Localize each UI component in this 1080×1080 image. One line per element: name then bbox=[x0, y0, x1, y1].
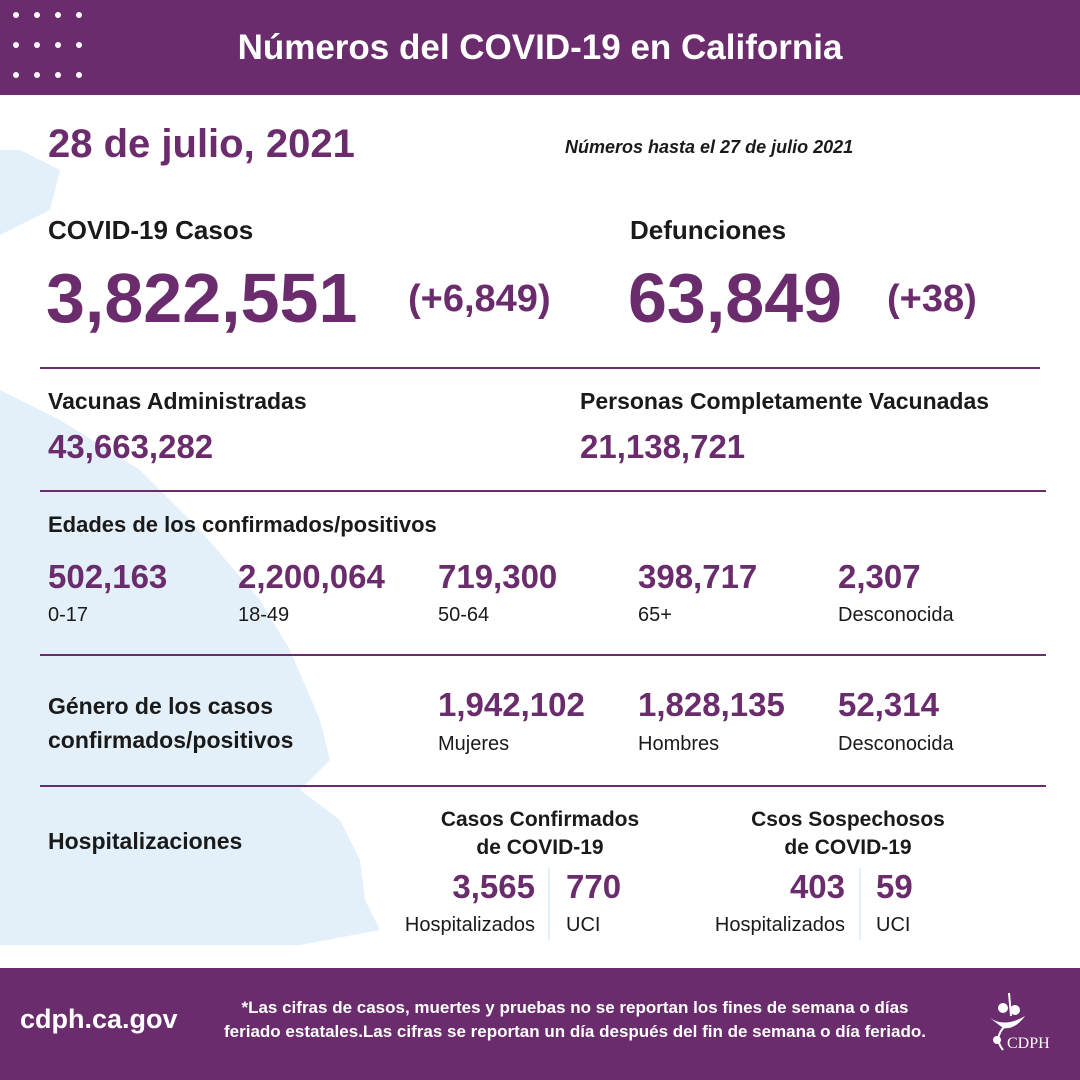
confirmed-icu-value: 770 bbox=[566, 868, 622, 905]
suspected-icu-value: 59 bbox=[876, 868, 913, 905]
fully-vaccinated-label: Personas Completamente Vacunadas bbox=[580, 388, 990, 414]
dot bbox=[55, 72, 61, 78]
gender-label: Desconocida bbox=[838, 733, 954, 755]
dot bbox=[13, 12, 19, 18]
confirmed-icu-label: UCI bbox=[566, 914, 601, 936]
suspected-title-line1: Csos Sospechosos bbox=[751, 808, 945, 831]
divider bbox=[40, 785, 1046, 787]
gender-value: 52,314 bbox=[838, 686, 939, 723]
cdph-logo: CDPH bbox=[990, 992, 1050, 1052]
dot bbox=[76, 42, 82, 48]
age-value: 2,200,064 bbox=[238, 558, 385, 595]
footer-note-line2: feriado estatales.Las cifras se reportan… bbox=[224, 1022, 926, 1041]
footer: cdph.ca.gov *Las cifras de casos, muerte… bbox=[0, 968, 1080, 1080]
deaths-total: 63,849 bbox=[628, 259, 843, 337]
age-value: 398,717 bbox=[638, 558, 758, 595]
cases-change: (+6,849) bbox=[408, 278, 551, 320]
svg-text:CDPH: CDPH bbox=[1007, 1035, 1050, 1052]
website-link[interactable]: cdph.ca.gov bbox=[20, 1004, 178, 1034]
gender-title-line2: confirmados/positivos bbox=[48, 727, 294, 753]
age-value: 719,300 bbox=[438, 558, 558, 595]
age-label: 65+ bbox=[638, 604, 672, 626]
dot bbox=[34, 42, 40, 48]
confirmed-title-line1: Casos Confirmados bbox=[440, 808, 640, 831]
dot bbox=[34, 12, 40, 18]
dot bbox=[55, 42, 61, 48]
dot bbox=[76, 72, 82, 78]
suspected-hosp-label: Hospitalizados bbox=[714, 914, 845, 936]
dot bbox=[34, 72, 40, 78]
gender-label: Mujeres bbox=[438, 733, 510, 755]
confirmed-hosp-value: 3,565 bbox=[452, 868, 535, 905]
report-date: 28 de julio, 2021 bbox=[48, 122, 355, 166]
age-label: Desconocida bbox=[838, 604, 954, 626]
divider bbox=[40, 654, 1046, 656]
header-bar bbox=[0, 0, 1080, 95]
page-title: Números del COVID-19 en California bbox=[237, 28, 843, 67]
age-value: 502,163 bbox=[48, 558, 168, 595]
dot bbox=[55, 12, 61, 18]
confirmed-hosp-label: Hospitalizados bbox=[404, 914, 535, 936]
gender-value: 1,942,102 bbox=[438, 686, 585, 723]
age-label: 50-64 bbox=[438, 604, 490, 626]
divider bbox=[40, 490, 1046, 492]
cases-total: 3,822,551 bbox=[46, 259, 358, 337]
gender-label: Hombres bbox=[638, 733, 720, 755]
divider bbox=[40, 367, 1040, 369]
dot bbox=[13, 72, 19, 78]
suspected-icu-label: UCI bbox=[876, 914, 911, 936]
age-label: 18-49 bbox=[238, 604, 290, 626]
suspected-hosp-value: 403 bbox=[789, 868, 845, 905]
gender-value: 1,828,135 bbox=[638, 686, 785, 723]
as-of-note: Números hasta el 27 de julio 2021 bbox=[565, 137, 854, 157]
dot bbox=[76, 12, 82, 18]
hospital-title: Hospitalizaciones bbox=[48, 828, 243, 854]
suspected-title-line2: de COVID-19 bbox=[784, 836, 912, 859]
footer-note-line1: *Las cifras de casos, muertes y pruebas … bbox=[241, 998, 909, 1017]
cases-label: COVID-19 Casos bbox=[48, 215, 254, 245]
separator bbox=[859, 868, 861, 940]
confirmed-title-line2: de COVID-19 bbox=[476, 836, 604, 859]
dot bbox=[13, 42, 19, 48]
gender-title-line1: Género de los casos bbox=[48, 693, 273, 719]
ages-title: Edades de los confirmados/positivos bbox=[48, 512, 437, 537]
fully-vaccinated-value: 21,138,721 bbox=[580, 428, 746, 465]
deaths-label: Defunciones bbox=[630, 215, 787, 245]
separator bbox=[548, 868, 550, 940]
vaccines-label: Vacunas Administradas bbox=[48, 388, 307, 414]
age-label: 0-17 bbox=[48, 604, 89, 626]
deaths-change: (+38) bbox=[887, 278, 977, 320]
age-value: 2,307 bbox=[838, 558, 921, 595]
vaccines-value: 43,663,282 bbox=[48, 428, 214, 465]
